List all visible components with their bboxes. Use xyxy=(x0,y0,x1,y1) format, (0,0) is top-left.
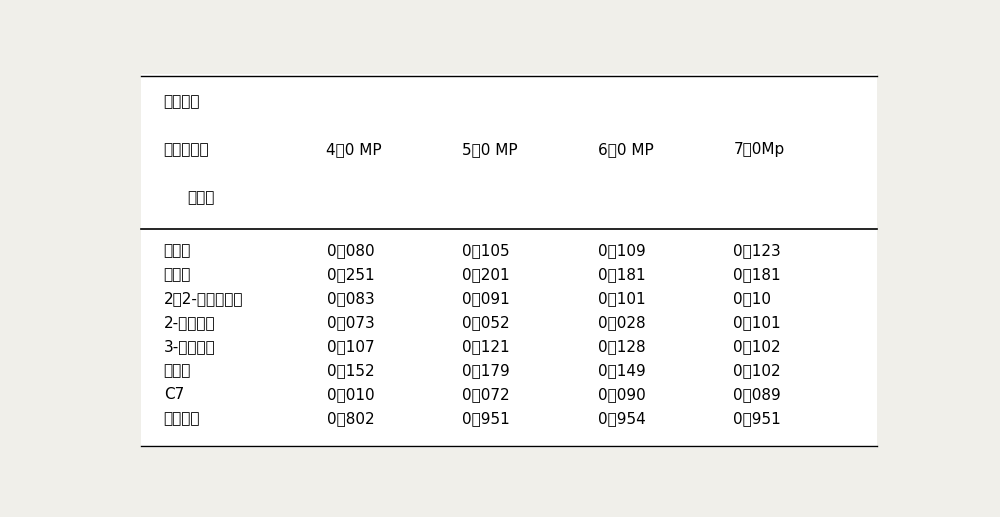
Text: 0．251: 0．251 xyxy=(326,267,374,282)
Text: 3-甲基戊烷: 3-甲基戊烷 xyxy=(164,339,216,354)
Text: 0．102: 0．102 xyxy=(733,363,781,378)
Text: 正戊烷: 正戊烷 xyxy=(164,267,191,282)
Text: 2，2-二甲基丁烷: 2，2-二甲基丁烷 xyxy=(164,292,243,307)
Text: 0．954: 0．954 xyxy=(598,411,646,426)
Text: 0．802: 0．802 xyxy=(326,411,374,426)
Text: 6．0 MP: 6．0 MP xyxy=(598,142,654,157)
Text: 产物分布: 产物分布 xyxy=(164,94,200,110)
Text: 0．181: 0．181 xyxy=(598,267,645,282)
Text: 0．073: 0．073 xyxy=(326,315,374,330)
Text: 0．089: 0．089 xyxy=(733,387,781,402)
Text: 0．090: 0．090 xyxy=(598,387,646,402)
Text: 0．951: 0．951 xyxy=(462,411,510,426)
Text: 0．028: 0．028 xyxy=(598,315,645,330)
Text: 7．0Mp: 7．0Mp xyxy=(733,142,785,157)
Text: 0．102: 0．102 xyxy=(733,339,781,354)
Text: 2-甲基戊烷: 2-甲基戊烷 xyxy=(164,315,215,330)
Text: 0．121: 0．121 xyxy=(462,339,510,354)
Text: 0．201: 0．201 xyxy=(462,267,510,282)
Text: 4．0 MP: 4．0 MP xyxy=(326,142,382,157)
Text: 0．105: 0．105 xyxy=(462,244,510,258)
Text: 0．101: 0．101 xyxy=(598,292,645,307)
Text: 0．951: 0．951 xyxy=(733,411,781,426)
Text: 0．149: 0．149 xyxy=(598,363,646,378)
Text: 0．101: 0．101 xyxy=(733,315,781,330)
Text: 5．0 MP: 5．0 MP xyxy=(462,142,518,157)
Text: 0．128: 0．128 xyxy=(598,339,645,354)
Text: 0．083: 0．083 xyxy=(326,292,374,307)
Text: 转化率: 转化率 xyxy=(187,190,214,205)
Text: C7: C7 xyxy=(164,387,184,402)
Text: 正己烷: 正己烷 xyxy=(164,363,191,378)
Text: 0．010: 0．010 xyxy=(326,387,374,402)
Text: 0．181: 0．181 xyxy=(733,267,781,282)
Text: 总转化率: 总转化率 xyxy=(164,411,200,426)
Text: 异戊烷: 异戊烷 xyxy=(164,244,191,258)
Text: 0．109: 0．109 xyxy=(598,244,646,258)
Text: 0．052: 0．052 xyxy=(462,315,510,330)
Text: 0．152: 0．152 xyxy=(326,363,374,378)
Text: 0．123: 0．123 xyxy=(733,244,781,258)
Text: 0．10: 0．10 xyxy=(733,292,771,307)
Text: 0．080: 0．080 xyxy=(326,244,374,258)
Text: 0．072: 0．072 xyxy=(462,387,510,402)
Text: 0．179: 0．179 xyxy=(462,363,510,378)
Text: 0．091: 0．091 xyxy=(462,292,510,307)
Text: 0．107: 0．107 xyxy=(326,339,374,354)
Text: （选择性）: （选择性） xyxy=(164,142,209,157)
